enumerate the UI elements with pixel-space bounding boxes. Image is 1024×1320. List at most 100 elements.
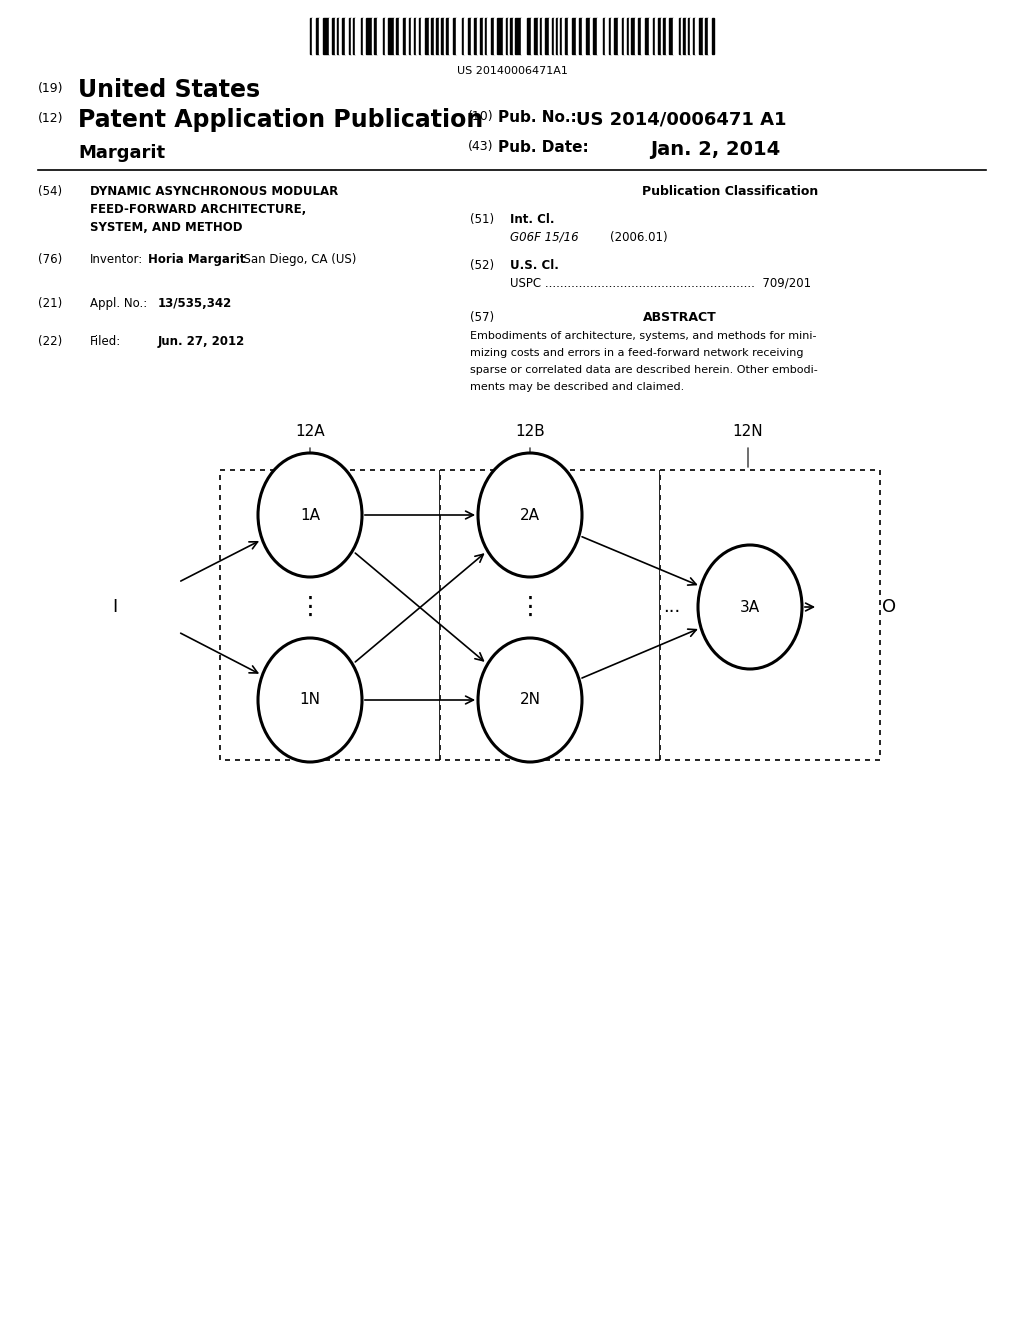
Bar: [335, 18, 337, 54]
Bar: [436, 18, 439, 54]
Bar: [339, 18, 342, 54]
Text: (12): (12): [38, 112, 63, 125]
Bar: [565, 18, 568, 54]
Text: (21): (21): [38, 297, 62, 310]
Bar: [483, 18, 485, 54]
Bar: [712, 18, 714, 54]
Bar: [453, 18, 456, 54]
Text: US 20140006471A1: US 20140006471A1: [457, 66, 567, 77]
Text: USPC ........................................................  709/201: USPC ...................................…: [510, 277, 811, 290]
Bar: [545, 18, 549, 54]
Bar: [508, 18, 510, 54]
Text: 12A: 12A: [295, 424, 325, 440]
Text: Appl. No.:: Appl. No.:: [90, 297, 147, 310]
Text: 3A: 3A: [740, 599, 760, 615]
Bar: [705, 18, 708, 54]
Text: I: I: [113, 598, 118, 616]
Bar: [388, 18, 394, 54]
Bar: [627, 18, 629, 54]
Bar: [310, 18, 714, 54]
Text: ...: ...: [664, 598, 681, 616]
Ellipse shape: [258, 638, 362, 762]
Text: G06F 15/16: G06F 15/16: [510, 231, 579, 244]
Text: Embodiments of architecture, systems, and methods for mini-: Embodiments of architecture, systems, an…: [470, 331, 816, 341]
Ellipse shape: [698, 545, 802, 669]
Bar: [468, 18, 471, 54]
Ellipse shape: [478, 638, 582, 762]
Bar: [673, 18, 679, 54]
Text: Pub. Date:: Pub. Date:: [498, 140, 589, 154]
Bar: [549, 18, 552, 54]
Text: FEED-FORWARD ARCHITECTURE,: FEED-FORWARD ARCHITECTURE,: [90, 203, 306, 216]
Text: SYSTEM, AND METHOD: SYSTEM, AND METHOD: [90, 220, 243, 234]
Bar: [425, 18, 429, 54]
Bar: [416, 18, 419, 54]
Bar: [618, 18, 622, 54]
Bar: [440, 470, 660, 760]
Text: Horia Margarit: Horia Margarit: [148, 253, 246, 267]
Bar: [456, 18, 462, 54]
Bar: [419, 18, 421, 54]
Bar: [683, 18, 686, 54]
Bar: [538, 18, 540, 54]
Bar: [366, 18, 372, 54]
Bar: [552, 18, 554, 54]
Bar: [332, 18, 335, 54]
Bar: [446, 18, 449, 54]
Text: 1N: 1N: [299, 693, 321, 708]
Text: ⋮: ⋮: [298, 595, 323, 619]
Bar: [396, 18, 399, 54]
Bar: [474, 18, 477, 54]
Bar: [703, 18, 705, 54]
Bar: [586, 18, 590, 54]
Bar: [431, 18, 434, 54]
Bar: [622, 18, 624, 54]
Bar: [590, 18, 593, 54]
Bar: [337, 18, 339, 54]
Bar: [515, 18, 521, 54]
Text: mizing costs and errors in a feed-forward network receiving: mizing costs and errors in a feed-forwar…: [470, 348, 804, 358]
Bar: [624, 18, 627, 54]
Bar: [597, 18, 603, 54]
Bar: [414, 18, 416, 54]
Bar: [582, 18, 586, 54]
Bar: [310, 18, 312, 54]
Bar: [441, 18, 444, 54]
Bar: [353, 18, 355, 54]
Bar: [693, 18, 695, 54]
Bar: [403, 18, 406, 54]
Text: (52): (52): [470, 259, 495, 272]
Bar: [611, 18, 614, 54]
Text: (10): (10): [468, 110, 494, 123]
Text: U.S. Cl.: U.S. Cl.: [510, 259, 559, 272]
Text: Patent Application Publication: Patent Application Publication: [78, 108, 483, 132]
Ellipse shape: [478, 453, 582, 577]
Bar: [562, 18, 565, 54]
Text: Jan. 2, 2014: Jan. 2, 2014: [650, 140, 780, 158]
Bar: [690, 18, 693, 54]
Bar: [372, 18, 374, 54]
Bar: [686, 18, 688, 54]
Bar: [568, 18, 572, 54]
Bar: [485, 18, 487, 54]
Bar: [527, 18, 531, 54]
Text: , San Diego, CA (US): , San Diego, CA (US): [236, 253, 356, 267]
Text: sparse or correlated data are described herein. Other embodi-: sparse or correlated data are described …: [470, 366, 818, 375]
Bar: [477, 18, 480, 54]
Bar: [603, 18, 605, 54]
Text: (57): (57): [470, 312, 495, 323]
Bar: [506, 18, 508, 54]
Bar: [494, 18, 497, 54]
Text: (22): (22): [38, 335, 62, 348]
Bar: [653, 18, 655, 54]
Bar: [312, 18, 316, 54]
Bar: [669, 18, 673, 54]
Text: 2A: 2A: [520, 507, 540, 523]
Bar: [361, 18, 362, 54]
Bar: [629, 18, 631, 54]
Text: US 2014/0006471 A1: US 2014/0006471 A1: [575, 110, 786, 128]
Bar: [688, 18, 690, 54]
Bar: [421, 18, 425, 54]
Bar: [572, 18, 575, 54]
Bar: [385, 18, 388, 54]
